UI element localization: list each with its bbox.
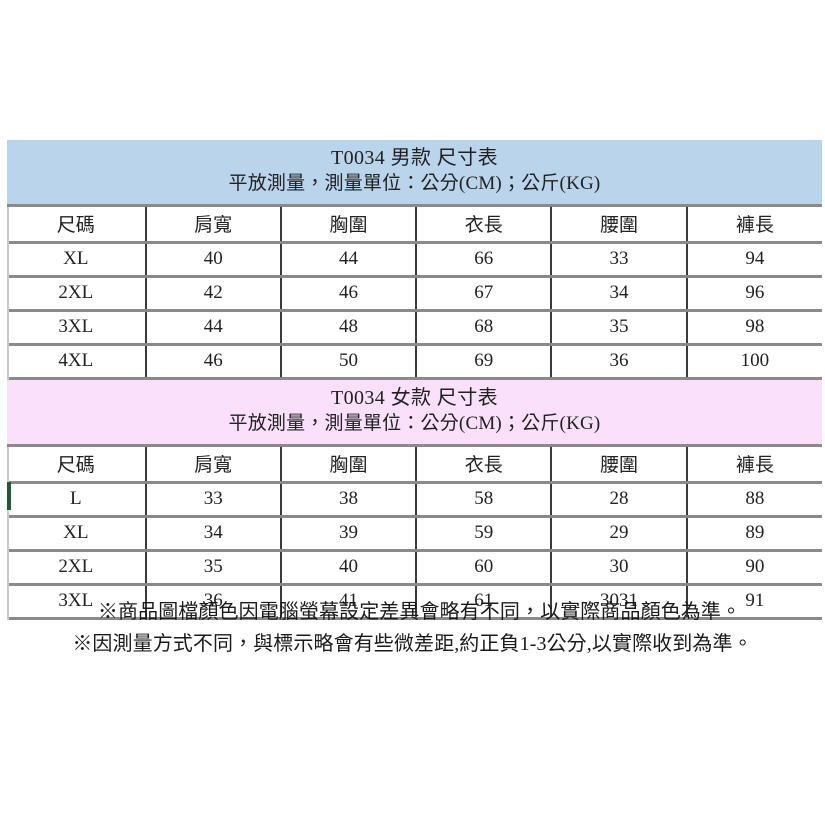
cell-inseam: 94 (686, 242, 822, 278)
cell-shoulder: 42 (145, 276, 282, 312)
cell-chest: 40 (280, 550, 418, 586)
male-table-body: XL 40 44 66 33 94 2XL 42 46 67 34 96 (7, 242, 822, 380)
cell-length: 67 (416, 276, 553, 312)
cell-chest: 38 (280, 482, 418, 518)
cell-chest: 41 (280, 584, 418, 620)
female-header-row: 尺碼 肩寬 胸圍 衣長 腰圍 褲長 (7, 446, 822, 484)
female-size-table: 尺碼 肩寬 胸圍 衣長 腰圍 褲長 L 33 38 58 28 (7, 446, 822, 620)
cell-length: 66 (416, 242, 553, 278)
cell-length: 61 (416, 584, 553, 620)
cell-size: 2XL (7, 550, 147, 586)
male-size-table: 尺碼 肩寬 胸圍 衣長 腰圍 褲長 XL 40 44 66 33 (7, 206, 822, 380)
female-section-banner: T0034 女款 尺寸表 平放測量，測量單位：公分(CM)；公斤(KG) (7, 379, 822, 447)
cell-waist: 30 (551, 550, 688, 586)
cell-chest: 46 (280, 276, 418, 312)
cell-length: 68 (416, 310, 553, 346)
row-accent-marker (7, 481, 11, 510)
male-col-header-waist: 腰圍 (551, 206, 688, 244)
cell-size: L (7, 482, 147, 518)
cell-chest: 50 (280, 344, 418, 380)
cell-chest: 44 (280, 242, 418, 278)
cell-inseam: 100 (686, 344, 822, 380)
cell-inseam: 98 (686, 310, 822, 346)
female-col-header-waist: 腰圍 (551, 446, 688, 484)
cell-length: 58 (416, 482, 553, 518)
cell-waist: 29 (551, 516, 688, 552)
cell-waist: 34 (551, 276, 688, 312)
cell-inseam: 91 (686, 584, 822, 620)
table-row: 2XL 35 40 60 30 90 (7, 550, 822, 586)
female-col-header-size: 尺碼 (7, 446, 147, 484)
cell-waist: 33 (551, 242, 688, 278)
table-row: 4XL 46 50 69 36 100 (7, 344, 822, 380)
male-table-head: 尺碼 肩寬 胸圍 衣長 腰圍 褲長 (7, 206, 822, 244)
cell-inseam: 88 (686, 482, 822, 518)
male-header-row: 尺碼 肩寬 胸圍 衣長 腰圍 褲長 (7, 206, 822, 244)
male-section-title: T0034 男款 尺寸表 (330, 147, 499, 169)
note-color-disclaimer: ※商品圖檔顏色因電腦螢幕設定差異會略有不同，以實際商品顏色為準。 (97, 601, 742, 623)
male-col-header-length: 衣長 (416, 206, 553, 244)
female-section-title: T0034 女款 尺寸表 (330, 386, 499, 409)
cell-inseam: 89 (686, 516, 822, 552)
female-col-header-length: 衣長 (416, 446, 553, 484)
female-table-head: 尺碼 肩寬 胸圍 衣長 腰圍 褲長 (7, 446, 822, 484)
male-section-banner: T0034 男款 尺寸表 平放測量，測量單位：公分(CM)；公斤(KG) (7, 140, 822, 207)
female-col-header-inseam: 褲長 (686, 446, 822, 484)
male-col-header-inseam: 褲長 (686, 206, 822, 244)
female-col-header-shoulder: 肩寬 (145, 446, 282, 484)
cell-size: 2XL (7, 276, 147, 312)
male-table-wrap: 尺碼 肩寬 胸圍 衣長 腰圍 褲長 XL 40 44 66 33 (7, 206, 822, 380)
cell-size: XL (7, 516, 147, 552)
table-row: 3XL 36 41 61 3031 91 (7, 584, 822, 620)
cell-shoulder: 36 (145, 584, 282, 620)
table-row: 2XL 42 46 67 34 96 (7, 276, 822, 312)
footer-notes: ※商品圖檔顏色因電腦螢幕設定差異會略有不同，以實際商品顏色為準。 ※因測量方式不… (0, 596, 825, 661)
cell-size: 3XL (7, 584, 147, 620)
male-col-header-chest: 胸圍 (280, 206, 418, 244)
note-measurement-disclaimer: ※因測量方式不同，與標示略會有些微差距,約正負1-3公分,以實際收到為準。 (72, 633, 753, 656)
cell-chest: 48 (280, 310, 418, 346)
cell-waist: 36 (551, 344, 688, 380)
cell-inseam: 96 (686, 276, 822, 312)
female-table-body: L 33 38 58 28 88 XL 34 39 59 29 89 (7, 482, 822, 620)
cell-size: 3XL (7, 310, 147, 346)
cell-shoulder: 34 (145, 516, 282, 552)
cell-length: 69 (416, 344, 553, 380)
cell-shoulder: 44 (145, 310, 282, 346)
cell-shoulder: 40 (145, 242, 282, 278)
cell-shoulder: 46 (145, 344, 282, 380)
cell-inseam: 90 (686, 550, 822, 586)
cell-waist: 3031 (551, 584, 688, 620)
cell-chest: 39 (280, 516, 418, 552)
male-col-header-shoulder: 肩寬 (145, 206, 282, 244)
cell-waist: 35 (551, 310, 688, 346)
cell-shoulder: 33 (145, 482, 282, 518)
cell-size: 4XL (7, 344, 147, 380)
female-col-header-chest: 胸圍 (280, 446, 418, 484)
table-row: 3XL 44 48 68 35 98 (7, 310, 822, 346)
female-section-subtitle: 平放測量，測量單位：公分(CM)；公斤(KG) (228, 412, 601, 434)
table-row: XL 40 44 66 33 94 (7, 242, 822, 278)
cell-size: XL (7, 242, 147, 278)
male-col-header-size: 尺碼 (7, 206, 147, 244)
cell-shoulder: 35 (145, 550, 282, 586)
table-row: L 33 38 58 28 88 (7, 482, 822, 518)
cell-length: 59 (416, 516, 553, 552)
table-row: XL 34 39 59 29 89 (7, 516, 822, 552)
male-section-subtitle: 平放測量，測量單位：公分(CM)；公斤(KG) (228, 172, 601, 194)
cell-length: 60 (416, 550, 553, 586)
cell-waist: 28 (551, 482, 688, 518)
female-table-wrap: 尺碼 肩寬 胸圍 衣長 腰圍 褲長 L 33 38 58 28 (7, 446, 822, 620)
size-chart-stack: T0034 男款 尺寸表 平放測量，測量單位：公分(CM)；公斤(KG) 尺碼 … (7, 140, 822, 620)
